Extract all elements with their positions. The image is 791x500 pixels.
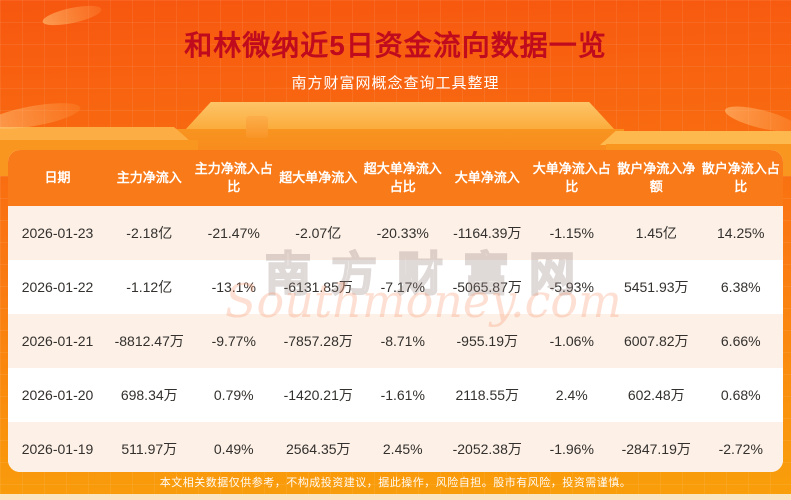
table-row: 2026-01-19 511.97万 0.49% 2564.35万 2.45% -2052…	[8, 422, 783, 472]
table-body: 2026-01-23 -2.18亿 -21.47% -2.07亿 -20.33% -116…	[8, 206, 783, 472]
table-cell: -2847.19万	[614, 422, 699, 472]
table-cell: -8.71%	[360, 314, 445, 368]
table-cell: 6007.82万	[614, 314, 699, 368]
table-cell: -2.18亿	[107, 206, 192, 260]
column-header-5: 大单净流入	[445, 150, 530, 206]
table-row: 2026-01-23 -2.18亿 -21.47% -2.07亿 -20.33% -116…	[8, 206, 783, 260]
fund-flow-table-container: 日期 主力净流入 主力净流入占比 超大单净流入 超大单净流入占比 大单净流入 大单净流入占比…	[8, 150, 783, 472]
table-cell: 5451.93万	[614, 260, 699, 314]
table-cell: 1.45亿	[614, 206, 699, 260]
table-cell: 6.38%	[698, 260, 783, 314]
table-cell: -8812.47万	[107, 314, 192, 368]
table-cell: -9.77%	[191, 314, 276, 368]
table-header: 日期 主力净流入 主力净流入占比 超大单净流入 超大单净流入占比 大单净流入 大单净流入占比…	[8, 150, 783, 206]
table-cell: 2026-01-23	[8, 206, 107, 260]
column-header-4: 超大单净流入占比	[360, 150, 445, 206]
table-cell: -6131.85万	[276, 260, 361, 314]
table-cell: -7857.28万	[276, 314, 361, 368]
disclaimer-text: 本文相关数据仅供参考，不构成投资建议，据此操作，风险自担。股市有风险，投资需谨慎…	[159, 477, 632, 489]
table-cell: 14.25%	[698, 206, 783, 260]
table-cell: -1420.21万	[276, 368, 361, 422]
table-cell: -21.47%	[191, 206, 276, 260]
table-cell: 2.45%	[360, 422, 445, 472]
table-cell: -7.17%	[360, 260, 445, 314]
table-cell: -1.12亿	[107, 260, 192, 314]
table-cell: -1.96%	[529, 422, 614, 472]
table-cell: -2052.38万	[445, 422, 530, 472]
table-row: 2026-01-20 698.34万 0.79% -1420.21万 -1.61% 211…	[8, 368, 783, 422]
table-header-row: 日期 主力净流入 主力净流入占比 超大单净流入 超大单净流入占比 大单净流入 大单净流入占比…	[8, 150, 783, 206]
table-cell: 602.48万	[614, 368, 699, 422]
table-cell: 2026-01-21	[8, 314, 107, 368]
table-cell: 2026-01-22	[8, 260, 107, 314]
column-header-0: 日期	[8, 150, 107, 206]
column-header-6: 大单净流入占比	[529, 150, 614, 206]
fund-flow-table: 日期 主力净流入 主力净流入占比 超大单净流入 超大单净流入占比 大单净流入 大单净流入占比…	[8, 150, 783, 472]
table-cell: -13.1%	[191, 260, 276, 314]
table-cell: 2026-01-20	[8, 368, 107, 422]
table-cell: -1164.39万	[445, 206, 530, 260]
table-cell: -5.93%	[529, 260, 614, 314]
column-header-8: 散户净流入占比	[698, 150, 783, 206]
table-row: 2026-01-21 -8812.47万 -9.77% -7857.28万 -8.71%…	[8, 314, 783, 368]
table-cell: -1.15%	[529, 206, 614, 260]
column-header-1: 主力净流入	[107, 150, 192, 206]
decor-cube	[246, 116, 268, 138]
table-row: 2026-01-22 -1.12亿 -13.1% -6131.85万 -7.17% -50…	[8, 260, 783, 314]
table-cell: -955.19万	[445, 314, 530, 368]
table-cell: 2564.35万	[276, 422, 361, 472]
column-header-3: 超大单净流入	[276, 150, 361, 206]
decor-podium-right-top	[600, 131, 791, 145]
column-header-7: 散户净流入净额	[614, 150, 699, 206]
decor-podium-left-top	[0, 127, 190, 141]
table-cell: 698.34万	[107, 368, 192, 422]
table-cell: 2118.55万	[445, 368, 530, 422]
table-cell: 6.66%	[698, 314, 783, 368]
table-cell: -1.61%	[360, 368, 445, 422]
table-cell: -1.06%	[529, 314, 614, 368]
bottom-strip	[0, 494, 791, 500]
table-cell: -2.07亿	[276, 206, 361, 260]
table-cell: 2026-01-19	[8, 422, 107, 472]
table-cell: -20.33%	[360, 206, 445, 260]
table-cell: -5065.87万	[445, 260, 530, 314]
table-cell: 2.4%	[529, 368, 614, 422]
table-cell: 0.68%	[698, 368, 783, 422]
table-cell: 0.79%	[191, 368, 276, 422]
table-cell: -2.72%	[698, 422, 783, 472]
table-cell: 511.97万	[107, 422, 192, 472]
page-title: 和林微纳近5日资金流向数据一览	[184, 30, 607, 61]
column-header-2: 主力净流入占比	[191, 150, 276, 206]
table-cell: 0.49%	[191, 422, 276, 472]
page-subtitle: 南方财富网概念查询工具整理	[291, 75, 500, 92]
